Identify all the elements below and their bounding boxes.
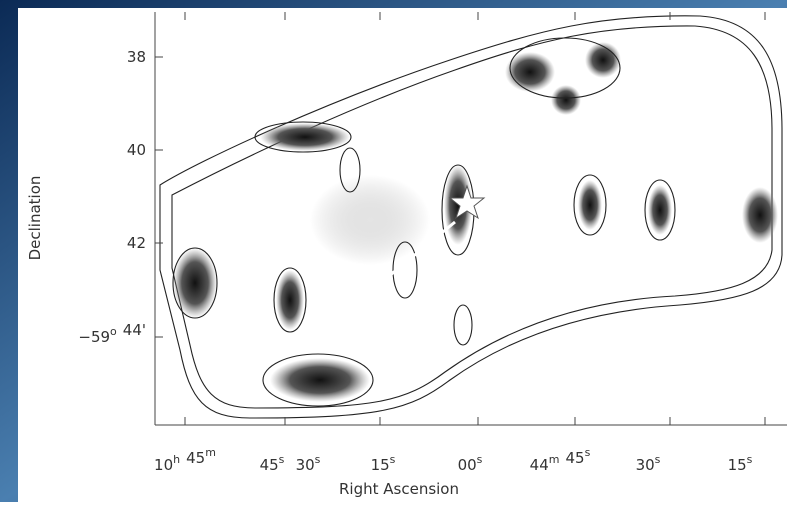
peak	[276, 270, 304, 330]
peak	[578, 180, 602, 230]
tick-sup: s	[315, 453, 321, 466]
tick-sup: s	[585, 446, 591, 459]
tick-text: 45	[260, 456, 279, 474]
peak	[551, 85, 581, 115]
peak	[260, 123, 350, 151]
tick-text: 00	[458, 456, 477, 474]
peak	[648, 185, 672, 235]
tick-text: 44	[530, 456, 549, 474]
x-axis-label: Right Ascension	[339, 480, 459, 498]
y-axis-label: Declination	[26, 176, 44, 261]
tick-sup: o	[110, 325, 117, 338]
tick-text: 38	[127, 48, 146, 66]
peak	[742, 187, 778, 243]
tick-text: 45	[565, 449, 584, 467]
tick-sup: s	[279, 453, 285, 466]
tick-label: 38	[127, 48, 146, 66]
tick-text: 40	[127, 141, 146, 159]
tick-text: 44'	[123, 321, 146, 339]
tick-text: 30	[296, 456, 315, 474]
figure: Right Ascension Declination 10h45m45s30s…	[0, 0, 787, 502]
tick-text: 30	[636, 456, 655, 474]
tick-sup: s	[390, 453, 396, 466]
tick-text: 10	[154, 456, 173, 474]
tick-label: 42	[127, 234, 146, 252]
tick-sup: m	[205, 446, 216, 459]
tick-sup: s	[747, 453, 753, 466]
tick-text: −59	[78, 328, 110, 346]
tick-sup: s	[477, 453, 483, 466]
tick-sup: s	[655, 453, 661, 466]
peak	[585, 42, 621, 78]
tick-text: 15	[371, 456, 390, 474]
tick-sup: h	[173, 453, 180, 466]
tick-text: 45	[186, 449, 205, 467]
tick-label: 40	[127, 141, 146, 159]
peak	[270, 358, 370, 402]
tick-text: 42	[127, 234, 146, 252]
tick-text: 15	[728, 456, 747, 474]
tick-sup: m	[549, 453, 560, 466]
void	[310, 175, 430, 265]
